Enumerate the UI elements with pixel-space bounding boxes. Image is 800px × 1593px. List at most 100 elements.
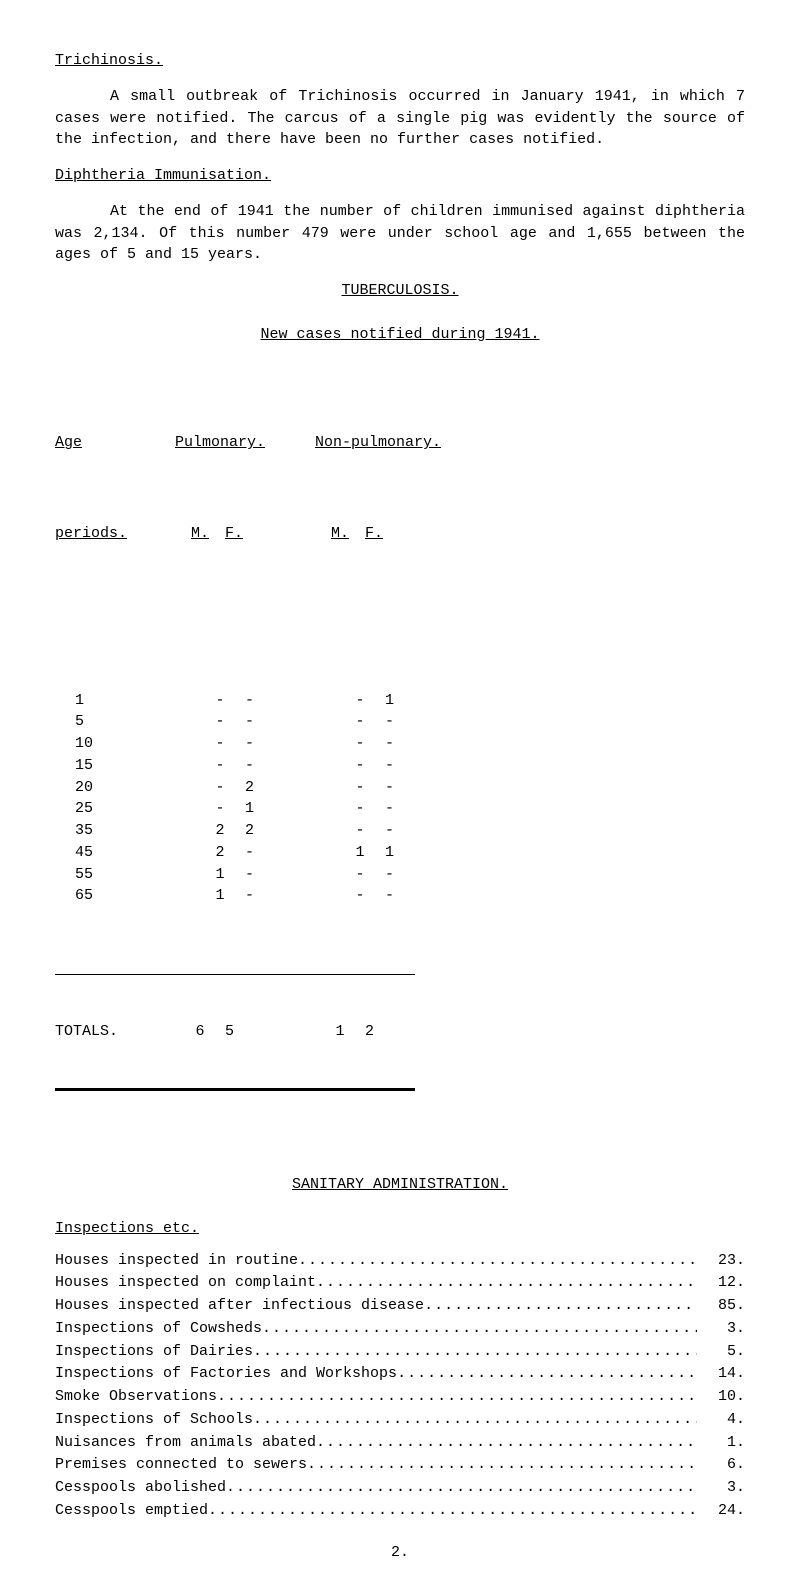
tb-cell: - <box>335 690 385 712</box>
tb-data-row: 1---1 <box>55 690 745 712</box>
tb-cell: - <box>385 864 435 886</box>
inspection-label: Cesspools abolished <box>55 1477 226 1499</box>
inspection-row: Premises connected to sewers ...........… <box>55 1454 745 1476</box>
tb-cell: 15 <box>55 755 195 777</box>
tb-cell: 1 <box>55 690 195 712</box>
sanitary-heading-text: SANITARY ADMINISTRATION. <box>292 1176 508 1193</box>
tb-cell: - <box>335 755 385 777</box>
col-nf-label: F. <box>365 525 383 542</box>
tb-cell: - <box>195 711 245 733</box>
inspection-value: 12. <box>697 1272 745 1294</box>
tb-cell: 45 <box>55 842 195 864</box>
tb-cell: - <box>385 733 435 755</box>
tb-cell: 1 <box>385 690 435 712</box>
tb-rule-top <box>55 974 415 975</box>
tb-cell: - <box>195 777 245 799</box>
inspections-list: Houses inspected in routine ............… <box>55 1250 745 1522</box>
inspection-label: Cesspools emptied <box>55 1500 208 1522</box>
tb-cell: - <box>335 798 385 820</box>
inspection-row: Inspections of Dairies .................… <box>55 1341 745 1363</box>
tb-cell: - <box>335 711 385 733</box>
tuberculosis-table: Age Pulmonary. Non-pulmonary. periods. M… <box>55 367 745 1137</box>
tb-data-row: 25-1-- <box>55 798 745 820</box>
tb-data-rows: 1---15----10----15----20-2--25-1--3522--… <box>55 690 745 908</box>
tb-cell: - <box>245 885 335 907</box>
tb-cell: - <box>245 864 335 886</box>
inspection-value: 10. <box>697 1386 745 1408</box>
tb-totals-row: TOTALS. 6 5 1 2 <box>55 1021 745 1043</box>
diphtheria-heading: Diphtheria Immunisation. <box>55 165 745 187</box>
inspection-dots: ........................................… <box>253 1341 697 1363</box>
inspection-dots: ........................................… <box>217 1386 697 1408</box>
col-age-label: Age <box>55 434 82 451</box>
tb-cell: 10 <box>55 733 195 755</box>
inspection-row: Houses inspected after infectious diseas… <box>55 1295 745 1317</box>
tb-cell: - <box>335 777 385 799</box>
tb-data-row: 5---- <box>55 711 745 733</box>
inspection-dots: ........................................… <box>424 1295 697 1317</box>
inspection-dots: ........................................… <box>262 1318 697 1340</box>
inspection-value: 4. <box>697 1409 745 1431</box>
tb-cell: 2 <box>195 820 245 842</box>
tb-cell: 55 <box>55 864 195 886</box>
inspection-dots: ........................................… <box>253 1409 697 1431</box>
inspection-value: 1. <box>697 1432 745 1454</box>
tb-cell: - <box>385 777 435 799</box>
inspection-dots: ........................................… <box>316 1272 697 1294</box>
inspection-value: 5. <box>697 1341 745 1363</box>
tb-data-row: 20-2-- <box>55 777 745 799</box>
tb-cell: 65 <box>55 885 195 907</box>
inspection-value: 24. <box>697 1500 745 1522</box>
tb-cell: 2 <box>245 777 335 799</box>
inspection-row: Inspections of Factories and Workshops .… <box>55 1363 745 1385</box>
inspection-row: Nuisances from animals abated ..........… <box>55 1432 745 1454</box>
tb-data-row: 10---- <box>55 733 745 755</box>
inspections-heading-text: Inspections etc. <box>55 1220 199 1237</box>
tb-cell: - <box>195 690 245 712</box>
tb-data-row: 3522-- <box>55 820 745 842</box>
inspection-label: Houses inspected in routine <box>55 1250 298 1272</box>
inspection-dots: ........................................… <box>316 1432 697 1454</box>
tb-totals-pf: 5 <box>225 1021 315 1043</box>
tb-cell: - <box>245 690 335 712</box>
tb-cell: - <box>385 820 435 842</box>
tb-cell: - <box>195 733 245 755</box>
tb-cell: 2 <box>195 842 245 864</box>
diphtheria-para: At the end of 1941 the number of childre… <box>55 201 745 266</box>
trichinosis-heading: Trichinosis. <box>55 50 745 72</box>
inspection-label: Nuisances from animals abated <box>55 1432 316 1454</box>
inspection-label: Houses inspected after infectious diseas… <box>55 1295 424 1317</box>
col-pf-label: F. <box>225 525 243 542</box>
inspection-row: Cesspools abolished ....................… <box>55 1477 745 1499</box>
tb-cell: 20 <box>55 777 195 799</box>
trichinosis-heading-text: Trichinosis. <box>55 52 163 69</box>
inspection-dots: ........................................… <box>208 1500 697 1522</box>
inspection-row: Cesspools emptied ......................… <box>55 1500 745 1522</box>
tb-cell: 25 <box>55 798 195 820</box>
tuberculosis-subheading: New cases notified during 1941. <box>55 324 745 346</box>
tb-cell: - <box>335 820 385 842</box>
tb-cell: 1 <box>195 864 245 886</box>
col-periods-label: periods. <box>55 525 127 542</box>
tb-data-row: 551--- <box>55 864 745 886</box>
tb-cell: 35 <box>55 820 195 842</box>
inspection-label: Smoke Observations <box>55 1386 217 1408</box>
inspection-label: Houses inspected on complaint <box>55 1272 316 1294</box>
col-pulmonary-label: Pulmonary. <box>175 434 265 451</box>
tb-cell: - <box>245 842 335 864</box>
inspections-heading: Inspections etc. <box>55 1218 745 1240</box>
inspection-dots: ........................................… <box>397 1363 697 1385</box>
inspection-label: Inspections of Factories and Workshops <box>55 1363 397 1385</box>
inspection-row: Inspections of Cowsheds ................… <box>55 1318 745 1340</box>
inspection-value: 23. <box>697 1250 745 1272</box>
inspection-dots: ........................................… <box>307 1454 697 1476</box>
tb-cell: - <box>335 885 385 907</box>
tb-header-row-1: Age Pulmonary. Non-pulmonary. <box>55 432 745 454</box>
page-number: 2. <box>55 1542 745 1564</box>
tb-cell: 1 <box>385 842 435 864</box>
tuberculosis-heading-text: TUBERCULOSIS. <box>341 282 458 299</box>
inspection-row: Inspections of Schools .................… <box>55 1409 745 1431</box>
tuberculosis-subheading-text: New cases notified during 1941. <box>260 326 539 343</box>
trichinosis-para: A small outbreak of Trichinosis occurred… <box>55 86 745 151</box>
tb-cell: - <box>385 885 435 907</box>
